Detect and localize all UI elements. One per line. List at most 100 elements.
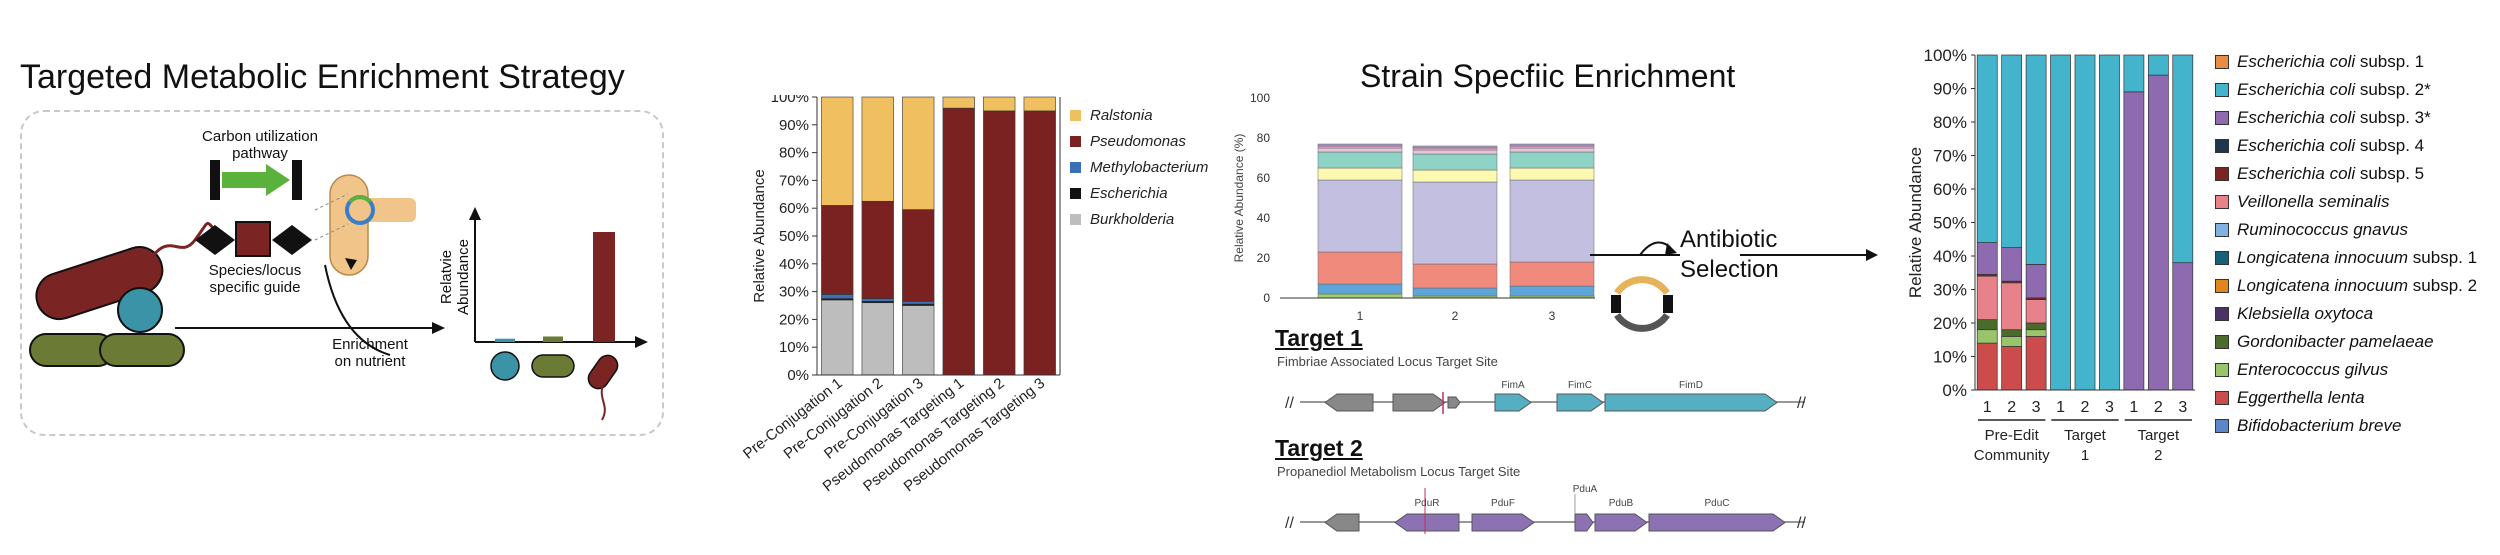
chart-d-legend-item: Escherichia coli subsp. 3* (2215, 108, 2431, 128)
chart-b-bar-segment (902, 96, 935, 210)
target2-gene-grey (1324, 513, 1360, 532)
chart-d-legend-swatch (2215, 195, 2229, 209)
chart-d-legend-sublabel: subsp. 4 (2355, 136, 2425, 155)
chart-d-xtick-label: 3 (2032, 399, 2041, 416)
chart-d-xtick-label: 2 (2154, 399, 2163, 416)
chart-d-bar-segment (2172, 262, 2194, 391)
chart-d-group-label: 2 (2154, 447, 2162, 464)
chart-d-legend-swatch (2215, 363, 2229, 377)
chart-b-legend-label: Ralstonia (1090, 107, 1153, 124)
target1-gene-grey-2 (1392, 393, 1446, 412)
chart-d-xtick-label: 1 (2129, 399, 2138, 416)
chart-d-ytick-label: 20% (1933, 314, 1967, 333)
selection-label-line1: Antibiotic (1680, 226, 1778, 253)
chart-d-bar-segment (2050, 54, 2071, 391)
chart-d-legend-swatch (2215, 391, 2229, 405)
chart-d-bar-segment (2025, 299, 2047, 324)
panel-a-title: Targeted Metabolic Enrichment Strategy (20, 58, 625, 96)
chart-d-bar-segment (2001, 282, 2023, 331)
chart-d-ytick-label: 60% (1933, 180, 1967, 199)
chart-b-ytick-label: 20% (779, 311, 809, 328)
chart-d-ytick-label: 90% (1933, 80, 1967, 99)
chart-b-bar-segment (821, 294, 854, 299)
chart-d-legend-swatch (2215, 83, 2229, 97)
chart-d-legend-label: Eggerthella lenta (2237, 388, 2365, 407)
target1-label-fima: FimA (1501, 380, 1525, 391)
chart-d-legend-item: Klebsiella oxytoca (2215, 304, 2373, 324)
chart-b-ytick-label: 40% (779, 256, 809, 273)
chart-c-bar-segment (1317, 151, 1403, 169)
chart-d-xtick-label: 3 (2105, 399, 2114, 416)
chart-b-legend-swatch (1070, 136, 1081, 147)
chart-d-bar-segment (2074, 54, 2096, 391)
chart-c-stacked-bar: Relative Abundance (%) 0 20 40 60 80 100 1 2 3 (1232, 91, 1595, 323)
chart-d-legend-item: Escherichia coli subsp. 5 (2215, 164, 2424, 184)
chart-d-legend-item: Veillonella seminalis (2215, 192, 2389, 212)
chart-d-ytick-label: 40% (1933, 247, 1967, 266)
chart-b-legend-swatch (1070, 214, 1081, 225)
chart-d-legend-label: Escherichia coli (2237, 136, 2356, 155)
chart-c-xtick-label: 2 (1452, 309, 1459, 323)
bacteria-cluster-icon (29, 221, 217, 367)
chart-d-legend-item: Eggerthella lenta (2215, 388, 2365, 408)
chart-b-bar-segment (861, 96, 894, 202)
chart-c-bar-segment (1509, 143, 1595, 147)
chart-d-xtick-label: 2 (2081, 399, 2090, 416)
chart-c-title: Strain Specfiic Enrichment (1360, 58, 1736, 94)
chart-c-bar-segment (1412, 169, 1498, 183)
chart-d-legend-label: Escherichia coli (2237, 164, 2356, 183)
mini-bar-red (593, 232, 615, 342)
chart-d-bar-segment (1976, 242, 1998, 275)
target2-label-pdua: PduA (1573, 484, 1598, 495)
target2-gene-pduf (1471, 513, 1535, 532)
chart-b-ytick-label: 80% (779, 145, 809, 162)
chart-b-legend-swatch (1070, 162, 1081, 173)
chart-d-bar-segment (2001, 336, 2023, 347)
chart-d-bar-segment (2123, 54, 2145, 93)
chart-d-legend-label: Longicatena innocuum (2237, 248, 2409, 267)
target2-locus-map: // // PduR PduF PduA PduB PduC (1285, 484, 1806, 534)
chart-c-bar-segment (1412, 263, 1498, 289)
chart-c-bar-segment (1317, 147, 1403, 153)
target1-locus-map: // // FimA FimC FimD (1285, 380, 1806, 414)
chart-d-ytick-label: 0% (1942, 381, 1967, 400)
chart-d-legend-swatch (2215, 279, 2229, 293)
selection-label-line2: Selection (1680, 256, 1779, 283)
chart-b-bar-segment (1023, 110, 1056, 376)
chart-b-bar-segment (821, 299, 854, 376)
chart-d-xtick-label: 1 (1983, 399, 1992, 416)
chart-d-legend-swatch (2215, 55, 2229, 69)
chart-d-bar-segment (2025, 336, 2047, 391)
chart-b-bar-segment (902, 209, 935, 302)
chart-d-legend-item: Longicatena innocuum subsp. 2 (2215, 276, 2477, 296)
chart-b-legend-swatch (1070, 188, 1081, 199)
mini-yaxis-label: Relatvie Abundance (438, 232, 472, 322)
target1-gene-grey-1 (1324, 393, 1374, 412)
carbon-label-line1: Carbon utilization (202, 128, 318, 145)
chart-d-legend-sublabel: subsp. 2 (2408, 276, 2478, 295)
chart-d-legend-sublabel: subsp. 3* (2355, 108, 2431, 127)
chart-c-bar-segment (1412, 147, 1498, 151)
chart-d-ylabel: Relative Abundance (1906, 147, 1925, 298)
mini-yaxis-line1: Relatvie (438, 249, 455, 305)
chart-d-legend-label: Escherichia coli (2237, 80, 2356, 99)
chart-d-legend-label: Gordonibacter pamelaeae (2237, 332, 2434, 351)
chart-d-legend-label: Ruminococcus gnavus (2237, 220, 2409, 239)
chart-d-group-label: Community (1974, 447, 2050, 464)
chart-c-bar-segment (1317, 293, 1403, 299)
target2-label-pdub: PduB (1609, 498, 1634, 509)
chart-c-bar-segment (1317, 143, 1403, 147)
chart-d-bar-segment (2025, 54, 2047, 265)
carbon-label: Carbon utilization pathway (190, 128, 330, 162)
chart-d-legend-swatch (2215, 223, 2229, 237)
strategy-box (20, 110, 664, 436)
guide-label-line1: Species/locus (208, 262, 302, 279)
chart-c-bar-segment (1509, 167, 1595, 181)
chart-d-stacked-bar: Relative Abundance 0% 10% 20% 30% 40% 50% 60% 70… (1906, 46, 2195, 464)
chart-d-bar-segment (2172, 54, 2194, 264)
chart-d-bar-segment (1976, 342, 1998, 391)
mini-bar-teal (495, 338, 515, 342)
chart-b-legend-label: Methylobacterium (1090, 159, 1208, 176)
chart-c-bar-segment (1412, 153, 1498, 171)
chart-b-bar-segment (861, 200, 894, 299)
